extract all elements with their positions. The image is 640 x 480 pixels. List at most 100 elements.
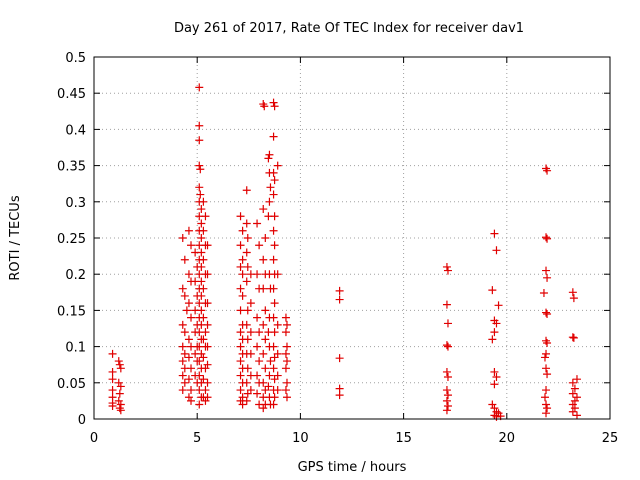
data-point: [201, 364, 210, 373]
data-point: [542, 308, 551, 317]
data-point: [187, 396, 196, 405]
data-point: [236, 241, 245, 250]
data-point: [196, 165, 205, 174]
data-point: [116, 382, 125, 391]
data-point: [259, 404, 268, 413]
data-point: [187, 241, 196, 250]
data-point: [199, 375, 208, 384]
data-point: [203, 342, 212, 351]
y-tick-label: 0.3: [65, 196, 86, 211]
y-tick-label: 0.35: [57, 160, 86, 175]
data-point: [269, 342, 278, 351]
data-point: [442, 341, 451, 350]
data-point: [253, 313, 262, 322]
data-point: [178, 371, 187, 380]
data-point: [281, 349, 290, 358]
data-point: [259, 320, 268, 329]
data-point: [266, 183, 275, 192]
data-point: [273, 270, 282, 279]
data-point: [236, 212, 245, 221]
y-tick-label: 0.05: [57, 377, 86, 392]
data-point: [442, 406, 451, 415]
data-point: [442, 367, 451, 376]
data-point: [443, 401, 452, 410]
data-point: [494, 301, 503, 310]
data-point: [178, 234, 187, 242]
data-point: [199, 226, 208, 235]
data-point: [195, 371, 204, 380]
data-point: [540, 393, 549, 402]
data-point: [184, 226, 193, 235]
data-point: [246, 386, 255, 395]
data-point: [269, 98, 278, 107]
x-tick-label: 15: [395, 431, 412, 446]
data-point: [246, 299, 255, 308]
data-point: [195, 161, 204, 170]
data-point: [116, 406, 125, 415]
data-point: [568, 333, 577, 342]
data-point: [443, 391, 452, 400]
data-point: [195, 183, 204, 192]
data-point: [442, 262, 451, 271]
data-point: [259, 378, 268, 387]
data-point: [261, 306, 270, 315]
data-point: [259, 349, 268, 358]
data-point: [281, 386, 290, 395]
data-point: [270, 299, 279, 308]
data-point: [236, 262, 245, 271]
data-point: [201, 386, 210, 395]
data-point: [187, 386, 196, 395]
data-point: [195, 357, 204, 366]
data-point: [270, 102, 279, 111]
data-point: [255, 241, 264, 250]
data-point: [265, 197, 274, 206]
data-point: [199, 255, 208, 264]
data-point: [203, 270, 212, 279]
y-axis-label: ROTI / TECUs: [8, 195, 23, 280]
data-point: [236, 342, 245, 351]
data-point: [269, 400, 278, 409]
data-point: [568, 389, 577, 398]
data-point: [269, 284, 278, 293]
data-point: [543, 166, 552, 175]
data-point: [269, 168, 278, 177]
data-point: [570, 384, 579, 393]
data-point: [270, 212, 279, 221]
data-point: [335, 354, 344, 363]
data-point: [269, 255, 278, 264]
data-point: [282, 393, 291, 402]
data-point: [492, 319, 501, 328]
data-point: [259, 205, 268, 214]
data-point: [569, 333, 578, 342]
y-tick-label: 0.1: [65, 341, 86, 356]
data-point: [184, 375, 193, 384]
data-point: [199, 353, 208, 362]
data-point: [236, 306, 245, 315]
data-point: [243, 234, 252, 242]
data-point: [266, 357, 275, 366]
data-point: [197, 291, 206, 300]
data-point: [246, 349, 255, 358]
data-point: [178, 342, 187, 351]
data-point: [490, 367, 499, 376]
x-tick-label: 10: [292, 431, 309, 446]
data-point: [184, 393, 193, 402]
data-point: [178, 386, 187, 395]
data-point: [490, 229, 499, 238]
y-tick-label: 0.45: [57, 87, 86, 102]
data-point: [180, 328, 189, 337]
data-point: [488, 400, 497, 409]
data-point: [270, 328, 279, 337]
data-point: [184, 353, 193, 362]
data-point: [273, 161, 282, 170]
data-point: [108, 401, 117, 410]
data-point: [236, 328, 245, 337]
data-point: [203, 360, 212, 369]
data-point: [195, 121, 204, 130]
data-point: [238, 400, 247, 409]
data-point: [335, 391, 344, 400]
data-point: [570, 404, 579, 413]
data-point: [542, 386, 551, 395]
data-point: [568, 288, 577, 297]
data-point: [199, 197, 208, 206]
